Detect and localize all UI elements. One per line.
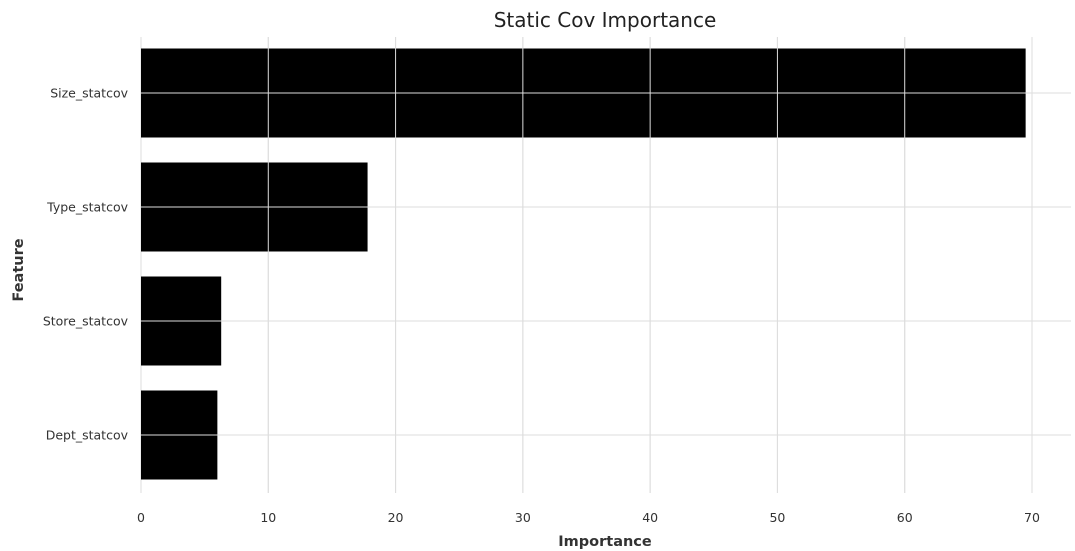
x-tick-label: 60 — [897, 510, 913, 525]
bars — [141, 48, 1026, 480]
x-tick-label: 50 — [769, 510, 785, 525]
x-tick-label: 20 — [388, 510, 404, 525]
x-axis-label: Importance — [558, 534, 652, 550]
x-tick-label: 30 — [515, 510, 531, 525]
x-tick-label: 70 — [1024, 510, 1040, 525]
y-tick-label: Type_statcov — [46, 200, 128, 215]
x-tick-label: 10 — [260, 510, 276, 525]
chart-title: Static Cov Importance — [494, 8, 717, 32]
y-axis-label: Feature — [11, 238, 27, 301]
y-tick-label: Size_statcov — [50, 86, 128, 101]
y-tick-label: Dept_statcov — [46, 428, 129, 443]
y-tick-label: Store_statcov — [43, 314, 129, 329]
x-tick-label: 40 — [642, 510, 658, 525]
grid-overlay — [141, 37, 1071, 493]
y-axis-ticks: Size_statcov Type_statcov Store_statcov Dep… — [43, 86, 129, 443]
x-axis-ticks: 0 10 20 30 40 50 60 70 — [137, 510, 1040, 525]
x-tick-label: 0 — [137, 510, 145, 525]
